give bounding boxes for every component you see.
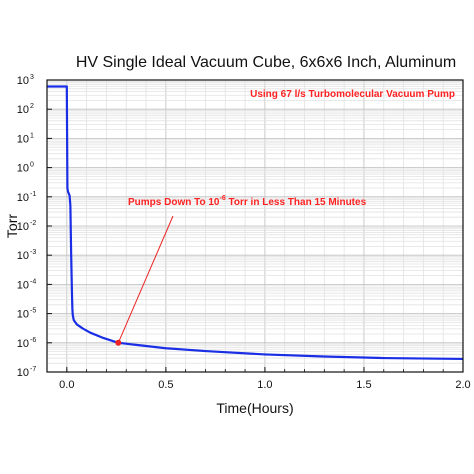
pumpdown-annotation-post: Torr in Less Than 15 Minutes (226, 197, 367, 208)
y-tick-label: 10 (17, 309, 29, 321)
data-marker-point (115, 339, 122, 346)
y-tick-exponent: -5 (30, 308, 36, 315)
y-tick-exponent: -1 (30, 191, 36, 198)
y-tick-exponent: 1 (30, 132, 34, 139)
y-tick-label: 10 (17, 338, 29, 350)
x-tick-label: 0.5 (158, 379, 173, 391)
y-tick-exponent: -4 (30, 278, 36, 285)
y-tick-exponent: 2 (30, 103, 34, 110)
y-tick-exponent: 0 (30, 162, 34, 169)
y-axis-label: Torr (4, 214, 20, 238)
y-tick-label: 10 (17, 221, 29, 233)
chart-title: HV Single Ideal Vacuum Cube, 6x6x6 Inch,… (76, 54, 456, 71)
pumpdown-annotation-pre: Pumps Down To 10 (128, 197, 220, 208)
annotation-pointer-line (117, 215, 174, 343)
y-tick-label: 10 (17, 250, 29, 262)
y-tick-exponent: -6 (30, 337, 36, 344)
x-tick-label: 1.5 (356, 379, 371, 391)
series-layer (47, 85, 464, 361)
x-tick-label: 1.0 (257, 379, 272, 391)
y-tick-label: 10 (17, 367, 29, 379)
x-tick-label: 2.0 (455, 379, 470, 391)
y-tick-exponent: -3 (30, 249, 36, 256)
series-line (47, 85, 464, 361)
grid (47, 80, 464, 373)
pump-annotation: Using 67 l/s Turbomolecular Vacuum Pump (250, 89, 455, 100)
y-tick-exponent: -7 (30, 366, 36, 373)
pumpdown-annotation: Pumps Down To 10-6 Torr in Less Than 15 … (128, 195, 367, 208)
x-axis: 0.0 0.5 1.0 1.5 2.0 (46, 367, 471, 391)
y-tick-exponent: 3 (30, 74, 34, 81)
x-tick-label: 0.0 (59, 379, 74, 391)
y-tick-label: 10 (17, 133, 29, 145)
y-tick-label: 10 (17, 104, 29, 116)
x-axis-label: Time(Hours) (216, 400, 293, 416)
y-tick-label: 10 (17, 192, 29, 204)
y-tick-exponent: -2 (30, 220, 36, 227)
y-tick-label: 10 (17, 75, 29, 87)
pumpdown-annotation-sup: -6 (220, 195, 226, 202)
y-tick-label: 10 (17, 279, 29, 291)
y-tick-label: 10 (17, 163, 29, 175)
